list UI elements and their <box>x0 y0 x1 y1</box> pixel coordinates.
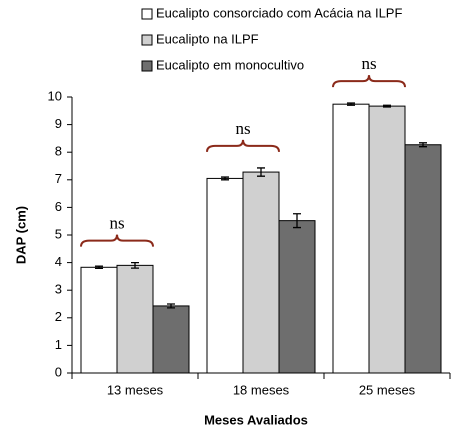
annotation: ns <box>361 54 376 73</box>
error-bar <box>95 265 103 270</box>
brace <box>206 139 280 153</box>
legend-label: Eucalipto na ILPF <box>156 31 259 46</box>
y-tick-label: 4 <box>55 254 62 269</box>
x-tick-label: 18 meses <box>233 382 290 397</box>
y-tick-label: 2 <box>55 309 62 324</box>
bar <box>206 177 244 374</box>
bar <box>332 103 370 374</box>
x-tick-label: 13 meses <box>107 382 164 397</box>
bar <box>116 264 154 374</box>
error-bar <box>419 142 427 148</box>
legend-swatch <box>141 8 153 20</box>
bar <box>152 305 190 374</box>
bar <box>368 105 406 374</box>
legend-label: Eucalipto em monocultivo <box>156 57 304 72</box>
annotation: ns <box>109 214 124 233</box>
legend-label: Eucalipto consorciado com Acácia na ILPF <box>156 5 402 20</box>
y-axis-label: DAP (cm) <box>13 206 28 264</box>
legend-swatch <box>141 34 153 46</box>
legend-swatch <box>141 60 153 72</box>
x-axis-label: Meses Avaliados <box>204 412 308 427</box>
y-tick-label: 7 <box>55 171 62 186</box>
y-tick-label: 6 <box>55 199 62 214</box>
bar <box>80 266 118 374</box>
bar <box>404 144 442 374</box>
y-tick-label: 10 <box>48 88 62 103</box>
bar <box>278 220 316 374</box>
x-tick-label: 25 meses <box>359 382 416 397</box>
y-tick-label: 8 <box>55 144 62 159</box>
error-bar <box>293 213 301 229</box>
annotation: ns <box>235 119 250 138</box>
y-tick-label: 5 <box>55 226 62 241</box>
error-bar <box>167 303 175 309</box>
brace <box>80 234 154 247</box>
y-tick-label: 3 <box>55 282 62 297</box>
y-tick-label: 1 <box>55 337 62 352</box>
error-bar <box>131 261 139 269</box>
error-bar <box>257 167 265 177</box>
y-tick-label: 0 <box>55 364 62 379</box>
brace <box>332 75 406 88</box>
bar <box>242 171 280 374</box>
error-bar <box>221 176 229 181</box>
error-bar <box>383 104 391 108</box>
error-bar <box>347 102 355 106</box>
y-tick-label: 9 <box>55 116 62 131</box>
